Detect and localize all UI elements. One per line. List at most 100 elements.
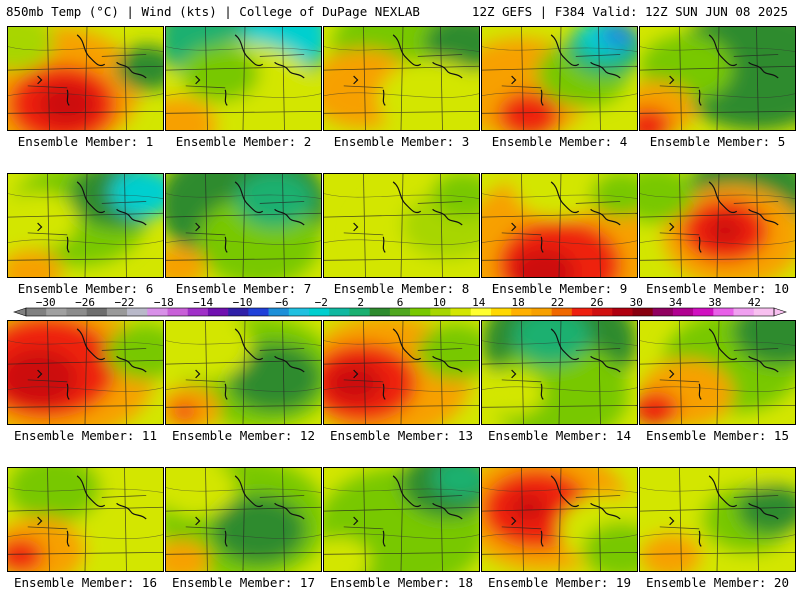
colorbar-segment	[430, 308, 451, 316]
colorbar-segment	[511, 308, 532, 316]
ensemble-member-map-10	[639, 173, 796, 278]
colorbar-tick-label: 14	[472, 296, 486, 309]
colorbar-tick-label: 18	[511, 296, 524, 309]
colorbar-segment	[46, 308, 67, 316]
colorbar-segment	[652, 308, 674, 316]
ensemble-member-map-15	[639, 320, 796, 425]
colorbar-segment	[309, 308, 330, 316]
ensemble-member-label: Ensemble Member: 2	[175, 134, 312, 149]
ensemble-member-map-5	[639, 26, 796, 131]
ensemble-member-label: Ensemble Member: 13	[330, 428, 473, 443]
colorbar-segment	[106, 308, 128, 316]
colorbar-tick-label: 38	[708, 296, 721, 309]
colorbar-tick-label: 26	[590, 296, 603, 309]
ensemble-member-map-19	[481, 467, 638, 572]
ensemble-member-map-18	[323, 467, 480, 572]
colorbar-segment	[551, 308, 573, 316]
ensemble-member-label: Ensemble Member: 10	[646, 281, 789, 296]
ensemble-member-label: Ensemble Member: 5	[649, 134, 786, 149]
colorbar-segment	[733, 308, 755, 316]
colorbar-segment	[571, 308, 593, 316]
colorbar-tick-label: 42	[748, 296, 761, 309]
colorbar-segment	[693, 308, 714, 316]
ensemble-member-map-8	[323, 173, 480, 278]
colorbar-tick-label: 2	[357, 296, 364, 309]
colorbar-segment	[470, 308, 492, 316]
ensemble-member-map-2	[165, 26, 322, 131]
colorbar-segment	[248, 308, 269, 316]
colorbar-segment	[410, 308, 431, 316]
colorbar-segment	[207, 308, 229, 316]
ensemble-member-map-20	[639, 467, 796, 572]
ensemble-member-map-7	[165, 173, 322, 278]
colorbar-segment	[490, 308, 512, 316]
colorbar-segment	[86, 308, 108, 316]
ensemble-member-label: Ensemble Member: 18	[330, 575, 473, 590]
map-header-title: 850mb Temp (°C) | Wind (kts) | College o…	[6, 4, 420, 19]
ensemble-member-label: Ensemble Member: 4	[491, 134, 628, 149]
colorbar-segment	[228, 308, 249, 316]
colorbar-min-arrow	[13, 307, 27, 317]
colorbar-tick-label: 34	[669, 296, 683, 309]
colorbar-segment	[167, 308, 189, 316]
colorbar-segment	[288, 308, 310, 316]
ensemble-member-map-1	[7, 26, 164, 131]
ensemble-member-label: Ensemble Member: 15	[646, 428, 789, 443]
ensemble-member-label: Ensemble Member: 9	[491, 281, 628, 296]
ensemble-member-map-6	[7, 173, 164, 278]
colorbar-tick-label: −26	[75, 296, 95, 309]
ensemble-member-map-12	[165, 320, 322, 425]
ensemble-member-label: Ensemble Member: 3	[333, 134, 470, 149]
colorbar-tick-label: 10	[433, 296, 446, 309]
ensemble-member-label: Ensemble Member: 20	[646, 575, 789, 590]
ensemble-member-label: Ensemble Member: 8	[333, 281, 470, 296]
ensemble-member-label: Ensemble Member: 6	[17, 281, 154, 296]
colorbar-segment	[632, 308, 654, 316]
ensemble-member-map-11	[7, 320, 164, 425]
ensemble-member-map-16	[7, 467, 164, 572]
ensemble-member-label: Ensemble Member: 14	[488, 428, 631, 443]
colorbar-segment	[26, 308, 47, 316]
ensemble-member-map-14	[481, 320, 638, 425]
colorbar-segment	[147, 308, 168, 316]
ensemble-member-map-4	[481, 26, 638, 131]
colorbar-max-arrow	[773, 307, 787, 317]
colorbar-segment	[329, 308, 350, 316]
colorbar-tick-label: −30	[36, 296, 56, 309]
temperature-colorbar: −30 −26 −22 −18 −14 −10 −6 −2 2 6 10 14 18 22 26 30 34 38…	[12, 296, 788, 320]
ensemble-member-map-13	[323, 320, 480, 425]
colorbar-segment	[531, 308, 552, 316]
ensemble-member-label: Ensemble Member: 7	[175, 281, 312, 296]
colorbar-segment	[672, 308, 694, 316]
colorbar-tick-label: −22	[114, 296, 134, 309]
ensemble-member-label: Ensemble Member: 1	[17, 134, 154, 149]
ensemble-member-map-9	[481, 173, 638, 278]
colorbar-segment	[66, 308, 87, 316]
colorbar-segment	[753, 308, 775, 316]
ensemble-member-label: Ensemble Member: 17	[172, 575, 315, 590]
ensemble-member-label: Ensemble Member: 16	[14, 575, 157, 590]
colorbar-segment	[592, 308, 613, 316]
model-valid-time: 12Z GEFS | F384 Valid: 12Z SUN JUN 08 20…	[471, 4, 788, 19]
colorbar-segment	[369, 308, 391, 316]
colorbar-tick-label: −14	[193, 296, 213, 309]
colorbar-tick-label: −2	[315, 296, 328, 309]
ensemble-member-map-17	[165, 467, 322, 572]
ensemble-member-map-3	[323, 26, 480, 131]
colorbar-tick-label: 22	[551, 296, 564, 309]
colorbar-segment	[713, 308, 734, 316]
colorbar-tick-label: 30	[630, 296, 643, 309]
ensemble-member-label: Ensemble Member: 11	[14, 428, 157, 443]
ensemble-member-label: Ensemble Member: 19	[488, 575, 631, 590]
colorbar-segment	[127, 308, 148, 316]
colorbar-segment	[268, 308, 290, 316]
colorbar-segment	[612, 308, 633, 316]
colorbar-tick-label: −18	[154, 296, 174, 309]
colorbar-segment	[450, 308, 472, 316]
colorbar-tick-label: 6	[397, 296, 404, 309]
colorbar-segment	[389, 308, 411, 316]
colorbar-tick-label: −10	[233, 296, 253, 309]
colorbar-segment	[349, 308, 370, 316]
colorbar-tick-label: −6	[275, 296, 288, 309]
ensemble-member-label: Ensemble Member: 12	[172, 428, 315, 443]
